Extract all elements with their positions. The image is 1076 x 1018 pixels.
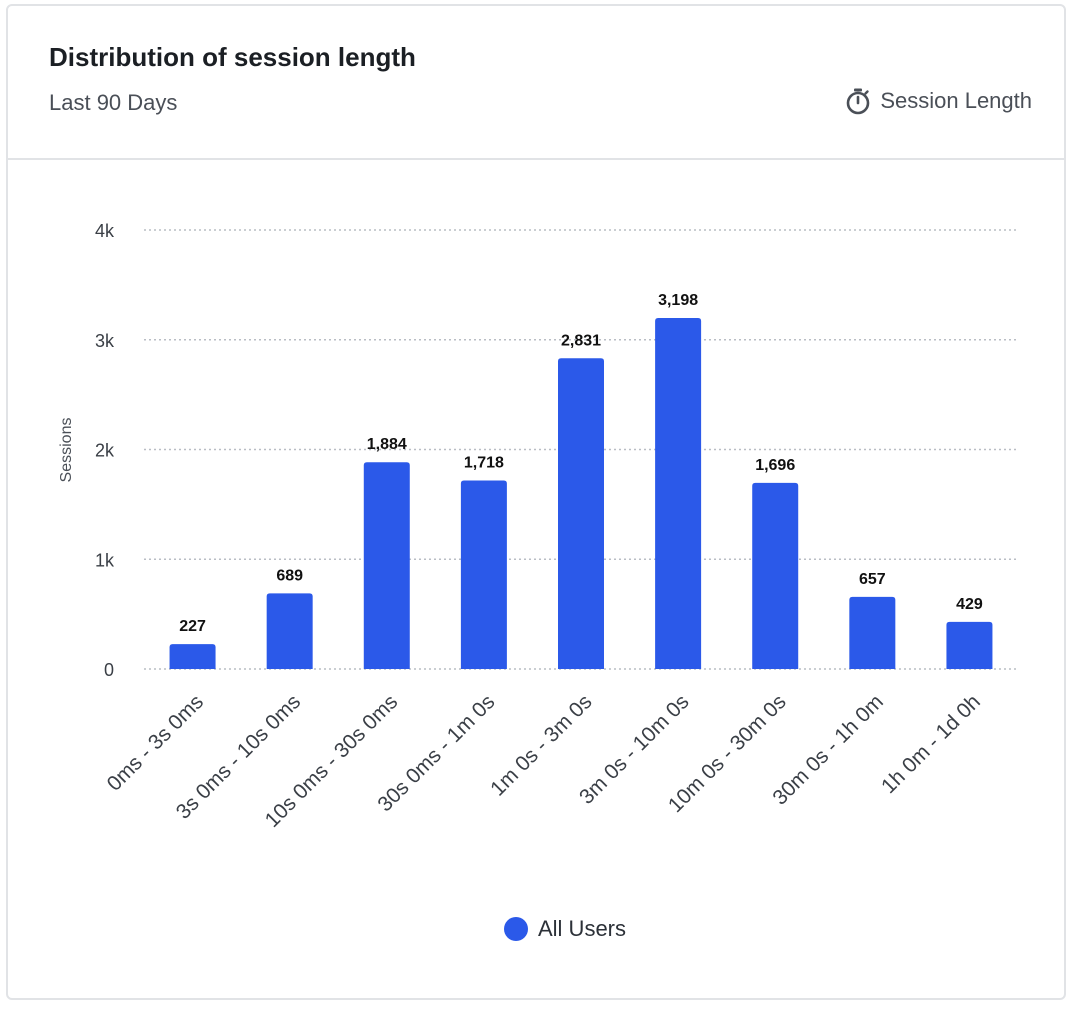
data-label: 689 xyxy=(276,567,303,584)
data-label: 657 xyxy=(859,571,886,588)
data-label: 2,831 xyxy=(561,332,601,349)
data-label: 3,198 xyxy=(658,292,698,309)
bar[interactable] xyxy=(849,596,896,669)
bar[interactable] xyxy=(558,358,604,669)
bar[interactable] xyxy=(655,318,702,669)
y-tick-label: 4k xyxy=(95,221,115,241)
y-tick-label: 2k xyxy=(95,441,115,461)
chart-title: Distribution of session length xyxy=(49,42,416,72)
legend[interactable]: All Users xyxy=(504,916,626,942)
stopwatch-icon xyxy=(847,88,870,115)
x-tick-label: 1h 0m - 1d 0h xyxy=(877,690,985,798)
data-labels: 227 689 1,884 1,718 2,831 3,198 1,696 657 429 xyxy=(179,292,983,635)
bars xyxy=(169,318,993,669)
bar[interactable] xyxy=(266,593,313,669)
data-label: 1,718 xyxy=(464,454,504,471)
y-axis-label: Sessions xyxy=(58,418,75,483)
data-label: 429 xyxy=(956,596,983,613)
bar[interactable] xyxy=(169,644,216,669)
chart-card: Distribution of session length Last 90 D… xyxy=(6,4,1066,1000)
legend-label: All Users xyxy=(538,916,627,941)
data-label: 1,884 xyxy=(367,436,407,453)
metric-selector[interactable]: Session Length xyxy=(844,87,1032,115)
y-tick-label: 3k xyxy=(95,331,115,351)
date-range-label: Last 90 Days xyxy=(49,90,178,115)
bar[interactable] xyxy=(946,621,993,669)
x-tick-label: 1m 0s - 3m 0s xyxy=(486,690,596,800)
data-label: 227 xyxy=(179,618,206,635)
bar[interactable] xyxy=(460,480,507,669)
y-tick-label: 0 xyxy=(104,660,114,680)
legend-swatch xyxy=(504,917,528,941)
card-header: Distribution of session length Last 90 D… xyxy=(8,6,1064,160)
bar[interactable] xyxy=(752,482,799,669)
x-tick-label: 0ms - 3s 0ms xyxy=(103,690,208,795)
metric-label: Session Length xyxy=(880,88,1032,113)
bar[interactable] xyxy=(363,462,410,669)
y-tick-label: 1k xyxy=(95,550,115,570)
data-label: 1,696 xyxy=(755,457,795,474)
y-axis: 0 1k 2k 3k 4k xyxy=(95,221,115,680)
